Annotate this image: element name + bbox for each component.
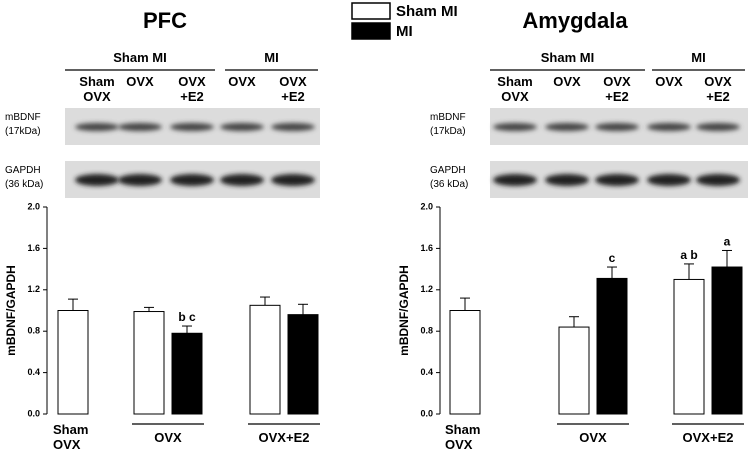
bar xyxy=(449,310,481,415)
y-axis-label: mBDNF/GAPDH xyxy=(4,265,18,356)
y-axis-label: mBDNF/GAPDH xyxy=(397,265,411,356)
chart-title: PFC xyxy=(143,8,187,33)
y-tick-label: 2.0 xyxy=(27,201,40,211)
significance-label: c xyxy=(609,251,616,265)
y-tick-label: 1.2 xyxy=(420,284,433,294)
blot-group: Sham MI xyxy=(113,50,167,65)
y-tick-label: 0.8 xyxy=(27,326,40,336)
significance-label: b c xyxy=(178,310,196,324)
blot-row-label: GAPDH (36 kDa) xyxy=(430,165,469,190)
x-tick-label: OVX xyxy=(154,430,182,445)
chart-title: Amygdala xyxy=(522,8,628,33)
bar xyxy=(711,266,743,415)
blot-group: MI xyxy=(264,50,279,65)
significance-label: a xyxy=(724,235,731,249)
blot-band xyxy=(220,174,264,186)
blot-band xyxy=(271,123,315,131)
x-tick-label: Sham OVX xyxy=(445,422,481,452)
blot-band xyxy=(271,174,315,186)
x-tick-label: Sham OVX xyxy=(53,422,89,452)
blot-lane: OVX xyxy=(655,74,683,89)
blot-row-label: mBDNF (17kDa) xyxy=(5,112,41,137)
bar xyxy=(171,332,203,415)
legend-swatch xyxy=(351,2,391,20)
blot-band xyxy=(170,174,214,186)
blot-band xyxy=(647,174,691,186)
blot-lane: OVX +E2 xyxy=(603,74,631,104)
bar xyxy=(558,326,590,415)
legend-label: MI xyxy=(396,23,413,40)
blot-band xyxy=(493,174,537,186)
blot-band xyxy=(545,174,589,186)
blot-lane: OVX xyxy=(126,74,154,89)
blot-band xyxy=(595,174,639,186)
blot-band xyxy=(170,123,214,131)
blot-lane: OVX +E2 xyxy=(279,74,307,104)
y-tick-label: 0.4 xyxy=(420,367,433,377)
blot-row-label: mBDNF (17kDa) xyxy=(430,112,466,137)
blot-lane: OVX +E2 xyxy=(704,74,732,104)
blot-band xyxy=(118,123,162,131)
blot-band xyxy=(75,123,119,131)
significance-label: a b xyxy=(680,248,697,262)
blot-band xyxy=(545,123,589,131)
blot-lane: OVX xyxy=(553,74,581,89)
y-tick-label: 1.2 xyxy=(27,284,40,294)
blot-band xyxy=(595,123,639,131)
y-tick-label: 0.0 xyxy=(27,408,40,418)
blot-lane: Sham OVX xyxy=(497,74,533,104)
y-tick-label: 0.4 xyxy=(27,367,40,377)
bar xyxy=(287,314,319,415)
blot-group: Sham MI xyxy=(540,50,595,65)
blot-band xyxy=(75,174,119,186)
bar xyxy=(133,311,165,415)
blot-band xyxy=(118,174,162,186)
y-tick-label: 1.6 xyxy=(27,243,40,253)
bar xyxy=(596,277,628,415)
blot-lane: Sham OVX xyxy=(79,74,115,104)
y-tick-label: 2.0 xyxy=(420,201,433,211)
blot-lane: OVX xyxy=(228,74,256,89)
y-tick-label: 0.0 xyxy=(420,408,433,418)
blot-band xyxy=(220,123,264,131)
blot-band xyxy=(696,174,740,186)
legend-swatch xyxy=(351,22,391,40)
y-tick-label: 0.8 xyxy=(420,326,433,336)
bar xyxy=(673,278,705,415)
blot-band xyxy=(647,123,691,131)
blot-group: MI xyxy=(691,50,706,65)
blot-band xyxy=(493,123,537,131)
blot-lane: OVX +E2 xyxy=(178,74,206,104)
blot-row-label: GAPDH (36 kDa) xyxy=(5,165,44,190)
blot-band xyxy=(696,123,740,131)
y-tick-label: 1.6 xyxy=(420,243,433,253)
legend-label: Sham MI xyxy=(396,3,458,20)
x-tick-label: OVX xyxy=(579,430,607,445)
bar xyxy=(249,304,281,415)
x-tick-label: OVX+E2 xyxy=(258,430,310,445)
x-tick-label: OVX+E2 xyxy=(682,430,734,445)
bar xyxy=(57,310,89,415)
